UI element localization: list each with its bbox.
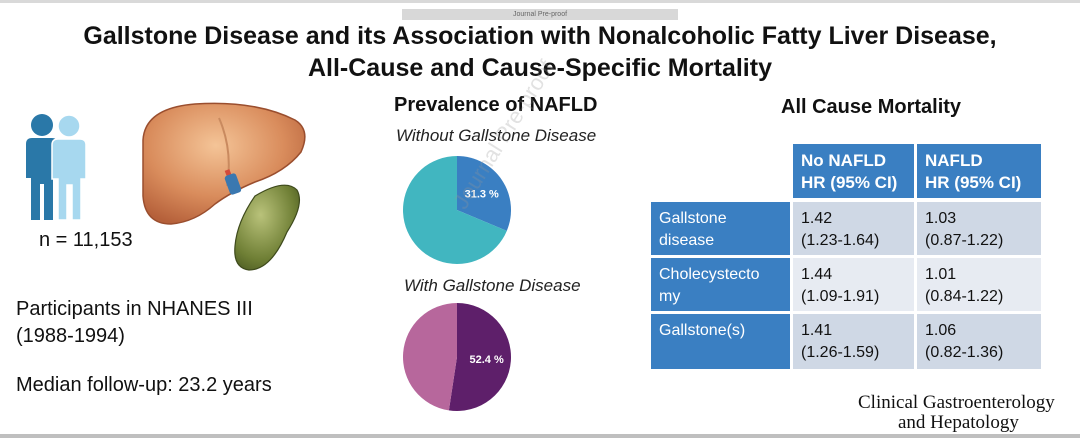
row-label-gallstones: Gallstone(s)	[651, 314, 790, 369]
header-nafld-line-2: HR (95% CI)	[925, 173, 1022, 192]
pie-without-label: Without Gallstone Disease	[396, 126, 597, 145]
ci-value: (0.82-1.36)	[925, 344, 1004, 361]
hr-value: 1.01	[925, 266, 957, 283]
pie-slice-0	[448, 303, 512, 411]
cell-gallstone-disease-nafld: 1.03 (0.87-1.22)	[917, 202, 1041, 255]
ci-value: (0.84-1.22)	[925, 288, 1004, 305]
page-title: Gallstone Disease and its Association wi…	[0, 20, 1080, 84]
pie-slice-1	[403, 303, 457, 411]
ci-value: (0.87-1.22)	[925, 232, 1004, 249]
pie-slice-1	[403, 156, 507, 264]
participants-line-1: Participants in NHANES III	[16, 298, 253, 320]
people-icon	[26, 114, 87, 221]
row-label-line-1: Cholecystecto	[659, 266, 760, 283]
row-label-line-2: my	[659, 288, 681, 305]
all-cause-mortality-title: All Cause Mortality	[781, 96, 962, 118]
pie-slice-label: 31.3 %	[465, 189, 499, 201]
hr-value: 1.06	[925, 322, 957, 339]
pie-with-label: With Gallstone Disease	[404, 276, 581, 295]
title-line-2: All-Cause and Cause-Specific Mortality	[307, 54, 772, 82]
header-no-nafld: No NAFLD HR (95% CI)	[793, 144, 914, 198]
header-nafld-line-1: NAFLD	[925, 151, 983, 170]
hr-value: 1.41	[801, 322, 833, 339]
pie-chart-without-gallstone: 31.3 %	[403, 156, 511, 264]
hr-value: 1.42	[801, 210, 833, 227]
top-border	[0, 0, 1080, 3]
row-label-cholecystectomy: Cholecystecto my	[651, 258, 790, 311]
ci-value: (1.26-1.59)	[801, 344, 880, 361]
journal-name-line-2: and Hepatology	[898, 412, 1019, 433]
row-label-line-2: disease	[659, 232, 715, 249]
header-nafld: NAFLD HR (95% CI)	[917, 144, 1041, 198]
journal-preproof-banner: Journal Pre-proof	[402, 9, 678, 20]
hr-value: 1.03	[925, 210, 957, 227]
cell-cholecystectomy-nafld: 1.01 (0.84-1.22)	[917, 258, 1041, 311]
sample-size-label: n = 11,153	[39, 229, 133, 251]
pie-chart-with-gallstone: 52.4 %	[403, 303, 512, 411]
cell-gallstone-disease-no-nafld: 1.42 (1.23-1.64)	[793, 202, 914, 255]
journal-logo: Clinical Gastroenterology and Hepatology	[858, 393, 1055, 433]
header-no-nafld-line-2: HR (95% CI)	[801, 173, 898, 192]
cell-cholecystectomy-no-nafld: 1.44 (1.09-1.91)	[793, 258, 914, 311]
journal-name-line-1: Clinical Gastroenterology	[858, 392, 1055, 413]
ci-value: (1.09-1.91)	[801, 288, 880, 305]
participants-line-2: (1988-1994)	[16, 325, 125, 347]
bottom-border	[0, 434, 1080, 438]
prevalence-title: Prevalence of NAFLD	[394, 94, 598, 116]
pie-slice-label: 52.4 %	[469, 354, 503, 366]
liver-gallbladder-illustration	[142, 102, 306, 271]
ci-value: (1.23-1.64)	[801, 232, 880, 249]
participants-text: Participants in NHANES III (1988-1994)	[16, 296, 253, 350]
row-label-gallstone-disease: Gallstone disease	[651, 202, 790, 255]
median-followup-text: Median follow-up: 23.2 years	[16, 374, 272, 396]
cell-gallstones-nafld: 1.06 (0.82-1.36)	[917, 314, 1041, 369]
header-no-nafld-line-1: No NAFLD	[801, 151, 886, 170]
cell-gallstones-no-nafld: 1.41 (1.26-1.59)	[793, 314, 914, 369]
hr-value: 1.44	[801, 266, 833, 283]
title-line-1: Gallstone Disease and its Association wi…	[83, 22, 997, 50]
pie-slice-0	[457, 156, 511, 231]
row-label-line-1: Gallstone(s)	[659, 322, 746, 339]
row-label-line-1: Gallstone	[659, 210, 727, 227]
